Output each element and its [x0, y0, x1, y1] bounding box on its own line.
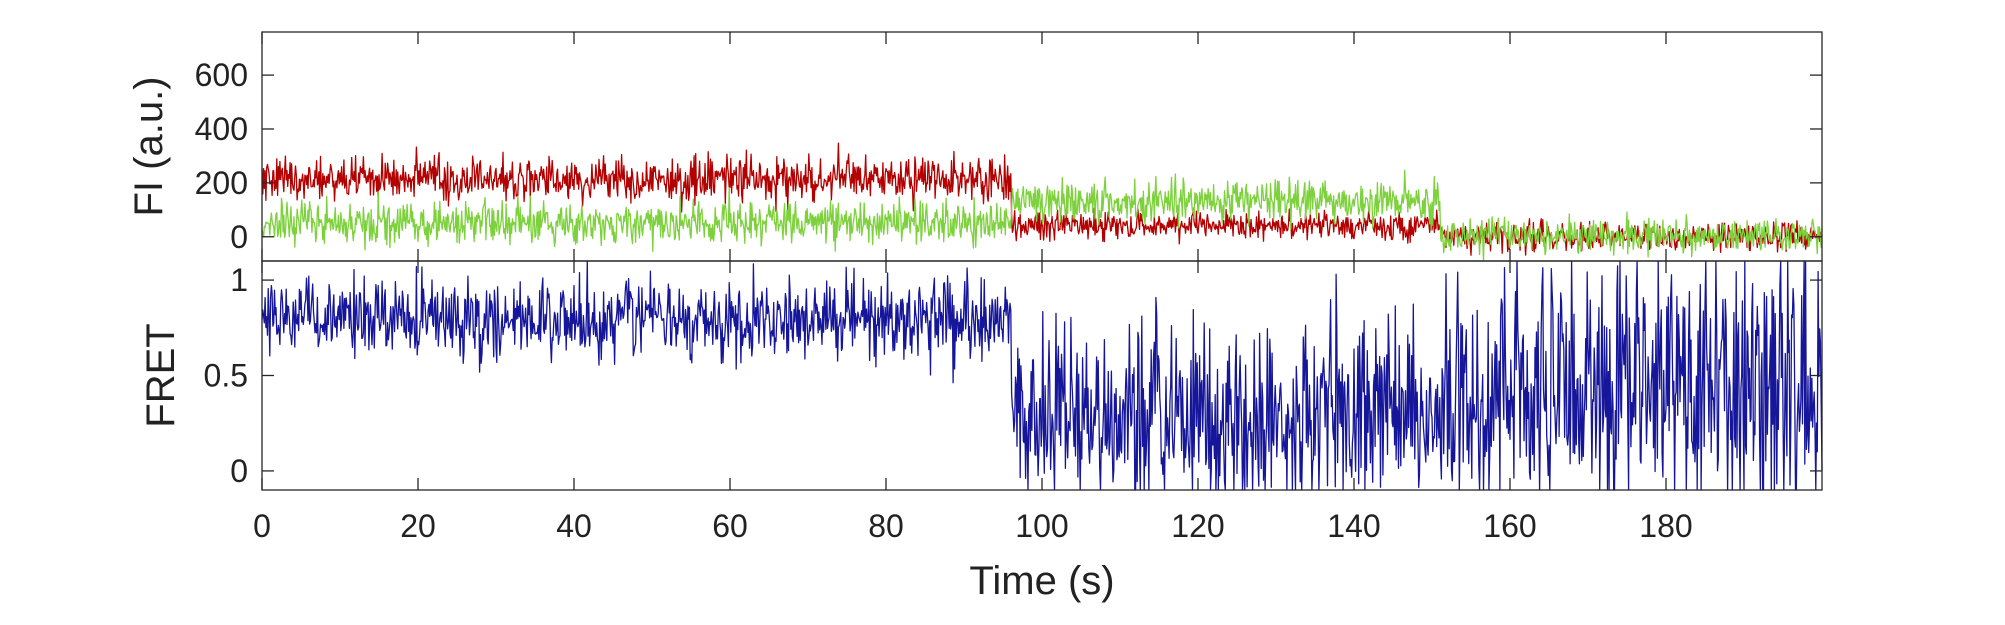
fret-y-axis-label: FRET: [139, 323, 183, 427]
fret-traces: [261, 260, 1823, 491]
intensity-y-tick-label: 200: [195, 165, 248, 201]
intensity-y-tick-label: 600: [195, 57, 248, 93]
intensity-y-tick-label: 0: [230, 219, 248, 255]
fret-series-1-line: [261, 260, 1823, 491]
intensity-y-axis-label: FI (a.u.): [127, 76, 171, 216]
time-x-tick-label: 120: [1171, 508, 1224, 544]
fret-y-ticks: 00.51: [204, 262, 1822, 489]
time-x-tick-label: 80: [868, 508, 904, 544]
intensity-series-2-line: [261, 169, 1823, 262]
fret-y-tick-label: 1: [230, 262, 248, 298]
fret-y-tick-label: 0.5: [204, 358, 248, 394]
time-x-tick-label: 180: [1639, 508, 1692, 544]
time-x-tick-label: 140: [1327, 508, 1380, 544]
time-x-axis-label: Time (s): [969, 559, 1114, 603]
intensity-series-1-line: [261, 142, 1823, 256]
intensity-y-ticks: 0 200 400 600: [195, 57, 1822, 255]
fret-panel: 00.51 0 20 40 60 80 100 120 140 160 180 FRET Time…: [139, 32, 1823, 603]
fret-y-tick-label: 0: [230, 453, 248, 489]
intensity-panel: 0 200 400 600 FI (a.u.): [127, 31, 1823, 262]
intensity-y-tick-label: 400: [195, 111, 248, 147]
time-x-tick-label: 60: [712, 508, 748, 544]
time-x-tick-label: 40: [556, 508, 592, 544]
time-x-tick-label: 0: [253, 508, 271, 544]
time-x-tick-label: 160: [1483, 508, 1536, 544]
time-x-ticks: 0 20 40 60 80 100 120 140 160 180: [253, 32, 1693, 544]
time-x-tick-label: 20: [400, 508, 436, 544]
time-x-tick-label: 100: [1015, 508, 1068, 544]
intensity-traces: [261, 142, 1823, 262]
